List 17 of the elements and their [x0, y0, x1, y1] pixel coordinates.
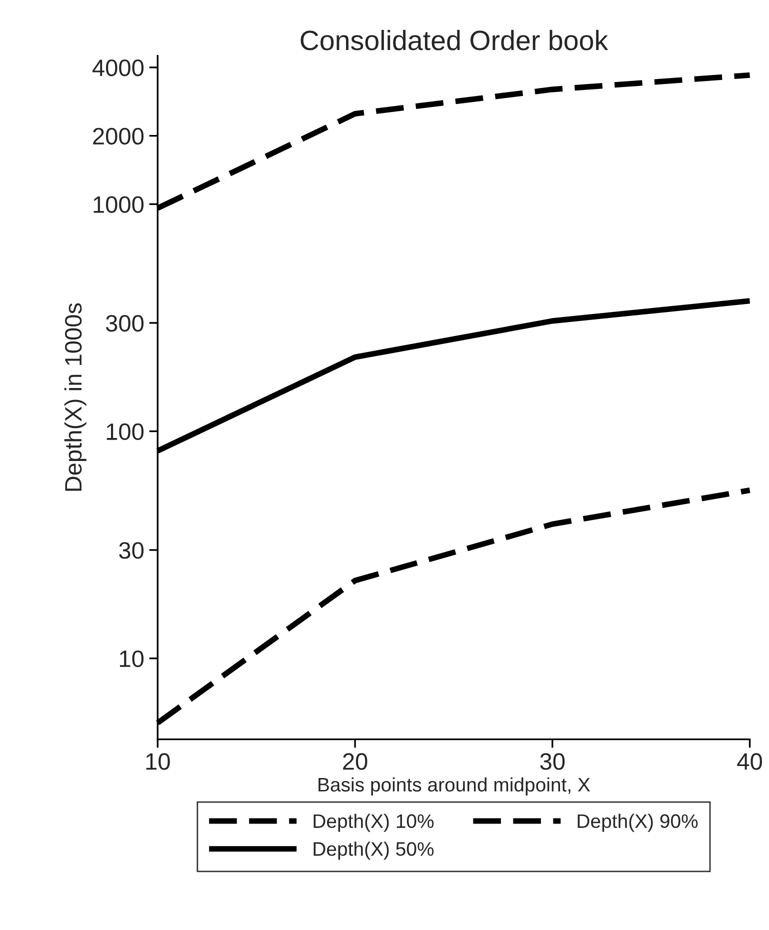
chart-title: Consolidated Order book [300, 30, 608, 50]
y-tick-label: 1000 [94, 196, 144, 213]
y-tick-label: 10 [120, 650, 144, 668]
legend-label: Depth(X) 50% [314, 842, 434, 860]
x-tick-label: 20 [343, 753, 368, 770]
y-tick-label: 100 [106, 423, 144, 440]
x-tick-label: 40 [737, 753, 762, 770]
y-axis-title: Depth(X) in 1000s [64, 303, 86, 491]
x-tick-label: 10 [146, 753, 170, 770]
y-tick-label: 4000 [92, 59, 144, 76]
y-tick-label: 30 [119, 542, 144, 559]
x-axis-title: Basis points around midpoint, X [318, 777, 590, 796]
x-tick-label: 30 [540, 753, 565, 770]
y-tick-label: 300 [106, 314, 144, 332]
y-tick-label: 2000 [93, 128, 144, 145]
legend-label: Depth(X) 90% [578, 814, 698, 832]
legend-label: Depth(X) 10% [314, 814, 434, 832]
